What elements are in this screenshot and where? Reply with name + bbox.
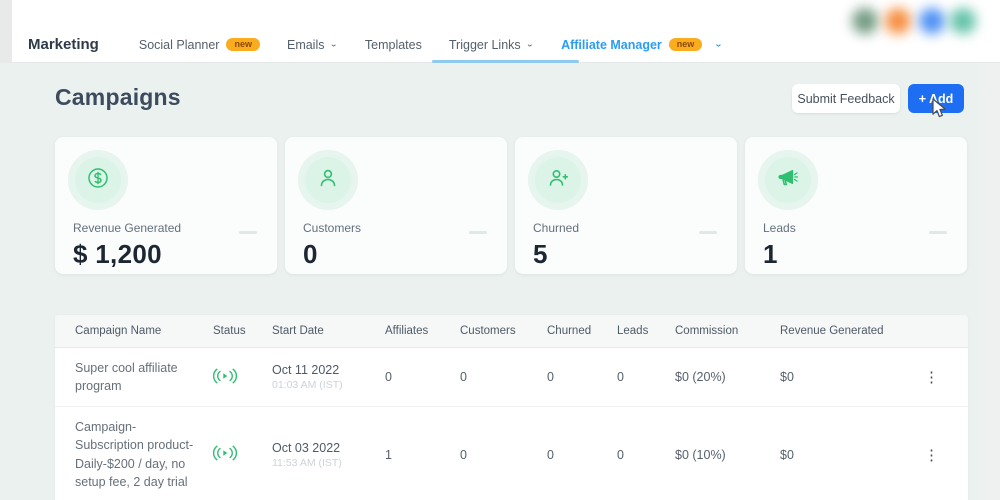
chevron-down-icon[interactable]: ⌄	[714, 40, 723, 49]
page-title: Campaigns	[55, 84, 181, 110]
revenue-value: $0	[780, 447, 794, 462]
column-header: Commission	[675, 325, 739, 337]
column-header: Affiliates	[385, 325, 429, 337]
section-title: Marketing	[28, 36, 99, 53]
churned-count: 0	[547, 370, 554, 385]
blurred-logo-dot	[950, 8, 976, 34]
stat-value: 0	[303, 239, 318, 269]
megaphone-icon	[776, 166, 800, 195]
blurred-logo-dot	[852, 8, 878, 34]
table-row[interactable]: Super cool affiliate program Oct 11 2022…	[55, 348, 968, 408]
tab-social-planner[interactable]: Social Planner new	[139, 38, 260, 52]
table-header-row: Campaign Name Status Start Date Affiliat…	[55, 315, 968, 348]
stat-card-customers: Customers 0	[285, 137, 507, 274]
churned-count: 0	[547, 447, 554, 462]
tab-label: Trigger Links	[448, 37, 521, 52]
sparkline-dash	[239, 231, 257, 234]
sparkline-dash	[929, 231, 947, 234]
column-header: Status	[213, 325, 246, 337]
tab-label: Emails	[286, 37, 325, 52]
stat-value: $ 1,200	[73, 239, 162, 269]
column-header: Customers	[460, 325, 516, 337]
dollar-icon	[86, 166, 110, 195]
affiliates-count: 0	[385, 370, 392, 385]
tab-label: Affiliate Manager	[561, 37, 662, 52]
campaign-name[interactable]: Super cool affiliate program	[75, 361, 178, 394]
scrollbar-gutter	[979, 63, 1000, 500]
add-button[interactable]: + Add	[908, 84, 964, 113]
stat-card-leads: Leads 1	[745, 137, 967, 274]
sparkline-dash	[699, 231, 717, 234]
campaign-name[interactable]: Campaign- Subscription product- Daily-$2…	[75, 420, 194, 489]
active-tab-underline	[432, 60, 579, 63]
user-plus-icon	[546, 166, 570, 195]
affiliates-count: 1	[385, 447, 392, 462]
stat-value: 1	[763, 239, 778, 269]
table-row[interactable]: Campaign- Subscription product- Daily-$2…	[55, 407, 968, 500]
tab-trigger-links[interactable]: Trigger Links ⌄	[449, 38, 534, 52]
chevron-down-icon: ⌄	[525, 40, 535, 49]
chevron-down-icon: ⌄	[329, 40, 338, 49]
submit-feedback-button[interactable]: Submit Feedback	[792, 84, 900, 113]
column-header: Start Date	[272, 325, 324, 337]
column-header: Campaign Name	[75, 325, 162, 337]
stat-label: Leads	[763, 221, 796, 235]
commission-value: $0 (10%)	[675, 447, 726, 462]
tab-label: Templates	[364, 37, 422, 52]
blurred-logo-dot	[885, 8, 911, 34]
nav-tabs: Marketing Social Planner new Emails ⌄ Te…	[28, 36, 750, 53]
sparkline-dash	[469, 231, 487, 234]
customers-count: 0	[460, 447, 467, 462]
stat-label: Customers	[303, 221, 362, 235]
tab-emails[interactable]: Emails ⌄	[287, 38, 338, 52]
column-header: Leads	[617, 325, 649, 337]
status-live-icon	[212, 368, 272, 387]
revenue-value: $0	[780, 370, 794, 385]
start-time: 11:53 AM (IST)	[272, 456, 342, 469]
start-date: Oct 11 2022 01:03 AM (IST)	[272, 363, 385, 391]
stat-label: Revenue Generated	[73, 221, 182, 235]
stat-value: 5	[533, 239, 548, 269]
tab-affiliate-manager[interactable]: Affiliate Manager new ⌄	[561, 38, 723, 52]
campaigns-table: Campaign Name Status Start Date Affiliat…	[55, 315, 968, 500]
user-icon	[316, 166, 340, 195]
blurred-logo-dot	[919, 8, 945, 34]
tab-templates[interactable]: Templates	[365, 38, 422, 52]
new-badge: new	[226, 38, 260, 51]
left-edge-strip	[0, 0, 12, 63]
leads-count: 0	[617, 370, 624, 385]
leads-count: 0	[617, 447, 624, 462]
customers-count: 0	[460, 370, 467, 385]
new-badge: new	[668, 38, 703, 51]
stat-card-revenue: Revenue Generated $ 1,200	[55, 137, 277, 274]
column-header: Churned	[547, 325, 592, 337]
tab-label: Social Planner	[138, 37, 220, 52]
start-date: Oct 03 2022 11:53 AM (IST)	[272, 441, 385, 469]
top-navigation-bar: Marketing Social Planner new Emails ⌄ Te…	[12, 0, 1000, 63]
commission-value: $0 (20%)	[675, 370, 726, 385]
row-menu-icon[interactable]: ⋮	[924, 446, 939, 464]
start-time: 01:03 AM (IST)	[272, 379, 343, 392]
status-live-icon	[212, 445, 272, 464]
stat-card-churned: Churned 5	[515, 137, 737, 274]
stat-label: Churned	[533, 221, 580, 235]
row-menu-icon[interactable]: ⋮	[924, 369, 939, 387]
column-header: Revenue Generated	[780, 325, 884, 337]
